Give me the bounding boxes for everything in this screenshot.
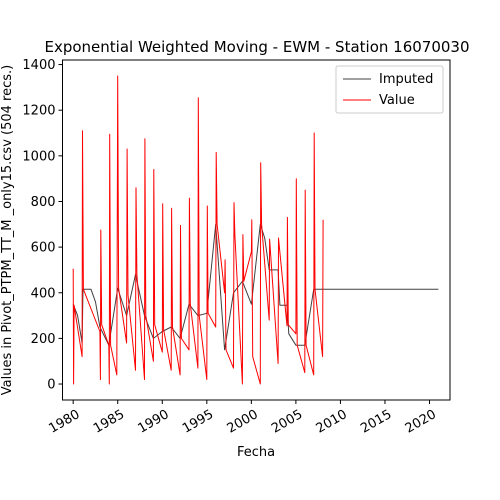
y-axis-label: Values in Pivot_PTPM_TT_M _only15.csv (5… xyxy=(0,65,15,395)
y-tick-label: 1400 xyxy=(22,58,55,73)
y-tick-label: 0 xyxy=(47,378,55,393)
y-tick-label: 800 xyxy=(31,195,56,210)
series-line-value xyxy=(72,75,324,385)
legend-label-imputed: Imputed xyxy=(379,72,433,87)
plot-area xyxy=(62,59,451,401)
chart-title: Exponential Weighted Moving - EWM - Stat… xyxy=(44,38,469,56)
x-axis-label: Fecha xyxy=(237,445,275,460)
legend-label-value: Value xyxy=(379,93,415,108)
series-layer xyxy=(72,75,439,385)
y-tick-label: 400 xyxy=(31,286,56,301)
y-tick-label: 200 xyxy=(31,332,56,347)
legend-box xyxy=(335,65,444,114)
legend: Imputed Value xyxy=(335,65,444,114)
plot-frame xyxy=(62,59,451,401)
y-tick-label: 1200 xyxy=(22,104,55,119)
y-tick-label: 1000 xyxy=(22,149,55,164)
y-tick-label: 600 xyxy=(31,241,56,256)
y-axis: 0 200 400 600 800 1000 1200 1400 xyxy=(22,58,63,393)
